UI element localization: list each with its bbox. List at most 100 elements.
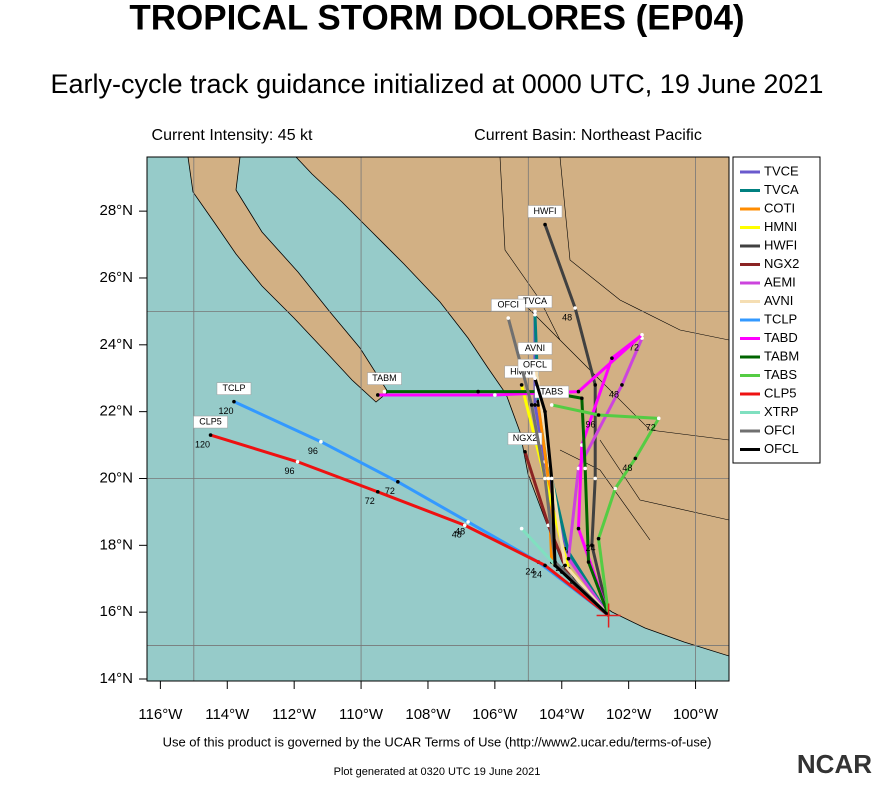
track — [533, 361, 610, 617]
map: TVCAHMNI48HWFINGX2244872AVNI24487296120T… — [147, 157, 729, 681]
y-tick-label: 24°N — [99, 336, 133, 353]
track-point — [208, 433, 213, 437]
track-point — [396, 480, 400, 484]
track-label-box — [534, 385, 569, 399]
track-point — [375, 393, 380, 397]
y-tick-label: 28°N — [99, 202, 133, 219]
hour-label: 96 — [285, 466, 295, 476]
hour-label: 72 — [629, 343, 639, 353]
x-tick-label: 110°W — [339, 706, 384, 723]
track-point — [382, 389, 387, 394]
basin: Current Basin: Northeast Pacific — [474, 127, 702, 144]
track-label-box — [193, 415, 228, 429]
legend-label: CLP5 — [764, 385, 797, 400]
y-tick-label: 22°N — [99, 403, 133, 420]
track-point — [295, 459, 300, 464]
track-point — [533, 312, 537, 317]
track-point — [476, 389, 480, 394]
hour-label: 48 — [609, 389, 619, 399]
hour-label: 72 — [385, 486, 395, 496]
legend-label: TVCE — [764, 163, 799, 178]
track-point — [576, 389, 581, 394]
hour-label: 48 — [622, 463, 632, 473]
y-tick-label: 18°N — [99, 536, 133, 553]
track-point — [610, 356, 614, 360]
track-point — [546, 476, 551, 481]
legend-label: TVCA — [764, 182, 799, 197]
track-point — [543, 476, 547, 481]
track-point — [593, 476, 598, 481]
x-tick-label: 104°W — [539, 706, 585, 723]
track — [210, 433, 610, 617]
track-label: OFCI — [497, 299, 519, 309]
track-label-box — [216, 382, 252, 395]
track-point — [590, 543, 594, 548]
track-point — [529, 403, 534, 407]
x-tick-label: 102°W — [606, 706, 652, 723]
track-label-box — [367, 372, 402, 385]
track-point — [319, 439, 323, 444]
track-label-box — [517, 358, 553, 372]
track-point — [543, 409, 547, 414]
track-point — [232, 399, 236, 404]
track-label-box — [490, 298, 526, 312]
hour-label: 120 — [218, 406, 233, 416]
track-label-box — [507, 432, 543, 445]
track-point — [549, 403, 554, 407]
track-label-box — [517, 342, 553, 355]
legend-label: AVNI — [764, 293, 793, 308]
hour-label: 24 — [586, 543, 596, 553]
track-point — [466, 520, 470, 524]
x-tick-label: 108°W — [405, 706, 451, 723]
track-point — [543, 563, 547, 568]
track-point — [580, 396, 584, 401]
track-point — [613, 486, 618, 491]
track — [543, 223, 611, 616]
legend-label: COTI — [764, 200, 795, 215]
x-tick-label: 114°W — [205, 706, 250, 723]
track-label: HWFI — [534, 206, 557, 216]
track-label: TVCA — [523, 296, 547, 306]
track-label: AVNI — [525, 343, 545, 353]
track-label-box — [527, 205, 563, 218]
track-point — [596, 413, 601, 417]
subtitle: Early-cycle track guidance initialized a… — [51, 69, 824, 99]
hour-label: 120 — [195, 439, 210, 449]
legend-label: OFCL — [764, 441, 799, 456]
legend-label: TABM — [764, 348, 799, 363]
track-point — [633, 456, 638, 461]
track-point — [566, 556, 571, 561]
track-point — [640, 332, 644, 337]
y-tick-label: 16°N — [99, 603, 133, 620]
hour-label: 96 — [308, 446, 318, 456]
track-point — [523, 449, 527, 454]
track-label: TCLP — [222, 383, 245, 393]
logo: NCAR — [797, 749, 872, 779]
legend-label: TCLP — [764, 311, 797, 326]
hour-label: 24 — [525, 566, 535, 576]
hour-label: 72 — [365, 496, 375, 506]
hour-label: 72 — [646, 423, 656, 433]
track-point — [583, 466, 587, 471]
track-label: NGX2 — [513, 433, 538, 443]
track — [377, 333, 644, 616]
track-point — [533, 403, 537, 407]
hour-label: 48 — [452, 530, 462, 540]
legend-label: TABD — [764, 330, 798, 345]
track-label: TABM — [372, 373, 396, 383]
intensity: Current Intensity: 45 kt — [152, 127, 314, 144]
track-point — [563, 563, 567, 568]
track-point — [462, 523, 467, 528]
track-point — [533, 376, 537, 381]
track-point — [553, 563, 557, 568]
initial-position — [596, 603, 621, 628]
terms: Use of this product is governed by the U… — [163, 734, 712, 749]
track-point — [493, 393, 497, 397]
x-tick-label: 100°W — [673, 706, 719, 723]
track-point — [576, 526, 581, 531]
x-tick-label: 116°W — [138, 706, 183, 723]
track-point — [506, 316, 511, 320]
track-point — [586, 560, 591, 564]
